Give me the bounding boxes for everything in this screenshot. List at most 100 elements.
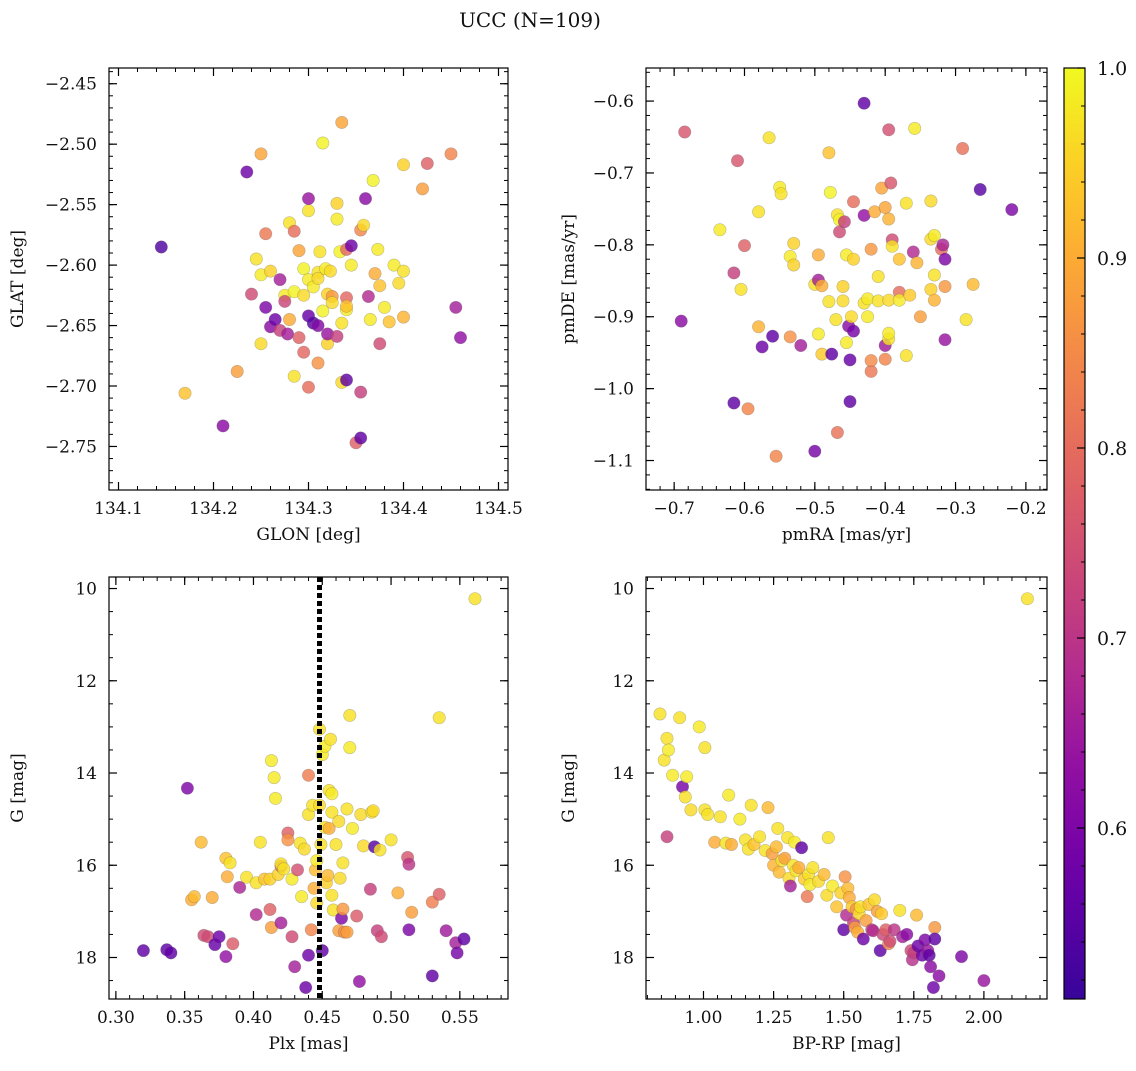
data-point: [708, 835, 722, 849]
axes-frame: [645, 576, 1048, 1000]
data-point: [297, 345, 311, 359]
data-point: [363, 882, 377, 896]
data-point: [839, 336, 853, 350]
data-point: [737, 239, 751, 253]
data-point: [822, 146, 836, 160]
data-point: [249, 252, 263, 266]
data-point: [357, 218, 371, 232]
data-point: [830, 425, 844, 439]
data-point: [285, 930, 299, 944]
data-point: [301, 192, 315, 206]
data-point: [906, 245, 920, 259]
data-point: [701, 807, 715, 821]
data-point: [356, 839, 370, 853]
data-point: [956, 142, 970, 156]
data-point: [673, 711, 687, 725]
data-point: [178, 386, 192, 400]
data-point: [660, 830, 674, 844]
data-point: [928, 932, 942, 946]
data-point: [815, 279, 829, 293]
y-tick-label: 18: [612, 948, 634, 968]
data-point: [396, 158, 410, 172]
data-point: [713, 810, 727, 824]
data-point: [778, 851, 792, 865]
data-point: [339, 299, 353, 313]
x-tick-label: 0.55: [441, 1008, 479, 1028]
y-tick-label: −0.6: [593, 92, 634, 112]
data-point: [932, 969, 946, 983]
data-point: [301, 204, 315, 218]
data-point: [268, 312, 282, 326]
data-point: [233, 880, 247, 894]
data-point: [311, 356, 325, 370]
data-point: [402, 923, 416, 937]
data-point: [678, 790, 692, 804]
data-point: [287, 369, 301, 383]
data-point: [361, 289, 375, 303]
data-point: [795, 841, 809, 855]
data-point: [924, 960, 938, 974]
ticks: [109, 68, 508, 490]
y-tick-label: −2.50: [45, 135, 97, 155]
data-point: [698, 741, 712, 755]
data-point: [926, 980, 940, 994]
data-point: [444, 147, 458, 161]
data-point: [382, 315, 396, 329]
data-point: [325, 805, 339, 819]
data-point: [340, 925, 354, 939]
data-point: [330, 212, 344, 226]
data-point: [281, 833, 295, 847]
x-tick-label: 134.1: [94, 499, 143, 519]
x-tick-label: 134.2: [189, 499, 238, 519]
data-point: [692, 720, 706, 734]
data-point: [846, 195, 860, 209]
data-point: [230, 364, 244, 378]
data-point: [325, 888, 339, 902]
data-point: [164, 946, 178, 960]
data-point: [977, 974, 991, 988]
data-point: [741, 402, 755, 416]
data-point: [344, 258, 358, 272]
data-point: [924, 194, 938, 208]
data-point: [311, 271, 325, 285]
data-point: [674, 314, 688, 328]
data-point: [899, 349, 913, 363]
data-point: [384, 833, 398, 847]
data-point: [856, 932, 870, 946]
y-tick-label: −1.1: [593, 452, 634, 472]
x-tick-label: 134.5: [474, 499, 523, 519]
x-tick-label: −0.5: [794, 499, 835, 519]
data-point: [240, 870, 254, 884]
data-point: [335, 316, 349, 330]
y-tick-label: 12: [75, 672, 97, 692]
data-point: [899, 196, 913, 210]
data-point: [900, 927, 914, 941]
data-point: [212, 930, 226, 944]
data-point: [373, 843, 387, 857]
x-tick-label: −0.3: [935, 499, 976, 519]
data-point: [396, 264, 410, 278]
data-point: [744, 798, 758, 812]
data-point: [864, 354, 878, 368]
data-point: [910, 256, 924, 270]
data-point: [374, 930, 388, 944]
data-point: [345, 821, 359, 835]
data-point: [724, 837, 738, 851]
data-point: [887, 923, 901, 937]
data-point: [885, 239, 899, 253]
y-tick-label: −2.75: [45, 437, 97, 457]
data-point: [861, 310, 875, 324]
data-point: [892, 252, 906, 266]
panel-bprp-g: 1.00 1.25 1.50 1.75 2.00 10 12 14 16 18 BP-RP [mag…: [559, 576, 1048, 1054]
data-point: [867, 893, 881, 907]
data-point: [825, 347, 839, 361]
panel-pmra-pmde: −0.7 −0.6 −0.5 −0.4 −0.3 −0.2 −0.6 −0.7 −0.8 −0.9…: [559, 67, 1048, 545]
data-point: [292, 244, 306, 258]
data-point: [366, 174, 380, 188]
data-point: [922, 948, 936, 962]
data-point: [878, 352, 892, 366]
data-point: [873, 944, 887, 958]
data-point: [352, 974, 366, 988]
data-point: [263, 264, 277, 278]
